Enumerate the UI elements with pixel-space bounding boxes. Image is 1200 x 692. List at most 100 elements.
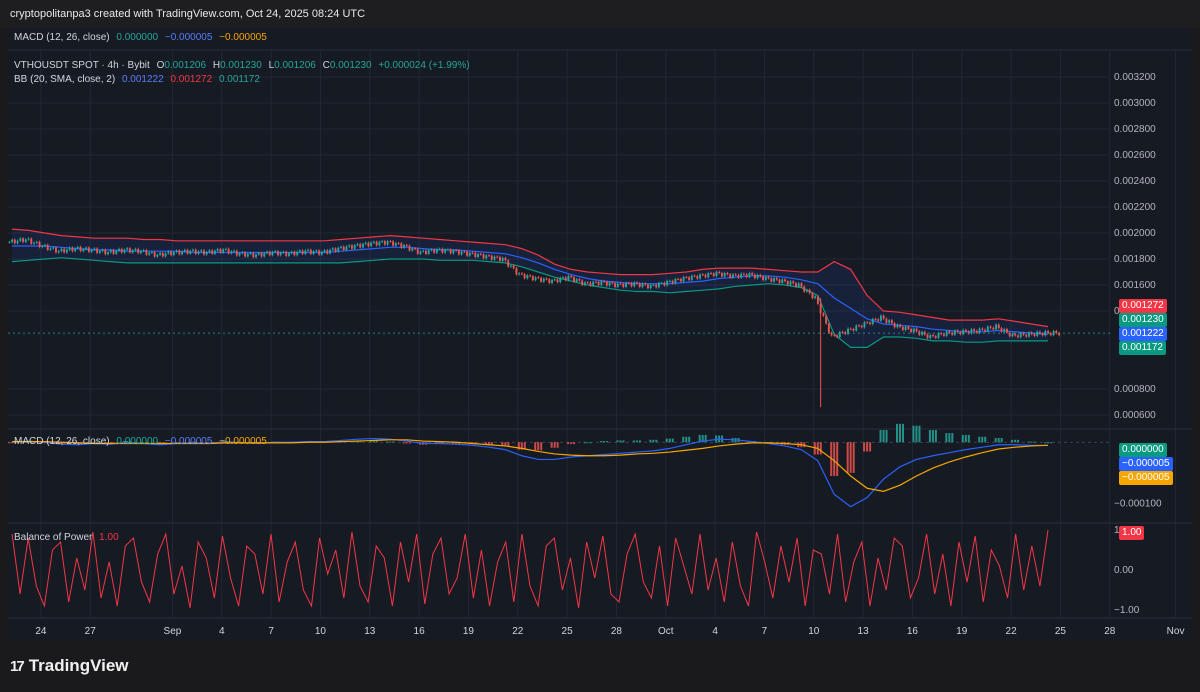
candle-body (975, 330, 978, 333)
macd-tag: 0.000000 (1119, 443, 1167, 457)
macd-histogram-bar (389, 441, 392, 443)
macd-histogram-bar (205, 442, 208, 444)
candle-body (956, 330, 959, 333)
macd-histogram-bar (671, 438, 674, 443)
footer (0, 640, 1200, 692)
candle-body (1058, 333, 1061, 336)
candle-body (268, 251, 271, 256)
macd-histogram-bar (458, 442, 460, 445)
chart-canvas[interactable]: 24 27 Sep 4 7 10 13 16 19 22 25 28 Oct 4 7 10 13 16 19 22 25… (8, 28, 1192, 640)
candle-body (427, 250, 430, 254)
macd-histogram-bar (1050, 442, 1052, 444)
macd-legend[interactable]: MACD (12, 26, close) 0.000000 −0.000005 … (14, 436, 271, 447)
candle-body (890, 320, 893, 324)
macd-histogram-bar (372, 440, 375, 443)
candle-body (789, 281, 792, 285)
candle-body (112, 250, 115, 254)
candle-body (208, 250, 211, 253)
candle-body (477, 254, 479, 258)
candle-body (255, 254, 257, 258)
macd-histogram-bar (191, 441, 194, 443)
macd-histogram-bar (994, 437, 997, 443)
candle-body (718, 271, 721, 274)
macd-histogram-bar (984, 436, 987, 443)
candle-body (844, 332, 847, 334)
macd-histogram-bar (632, 440, 635, 443)
macd-line-value: −0.000005 (164, 436, 213, 447)
candle-body (455, 250, 458, 252)
macd-hist-value: 0.000000 (116, 436, 159, 447)
candle-body (397, 243, 400, 245)
macd-histogram-bar (915, 425, 918, 443)
candle-body (852, 328, 855, 331)
candle-body (600, 281, 603, 285)
candle-body (392, 241, 395, 246)
candle-body (907, 326, 910, 329)
candle-body (460, 251, 463, 255)
candle-body (959, 332, 962, 335)
macd-histogram-bar (704, 434, 707, 443)
candle-body (148, 252, 151, 255)
candle-body (334, 248, 337, 252)
bop-legend[interactable]: Balance of Power 1.00 (14, 532, 123, 543)
candle-body (542, 278, 545, 282)
bop-legend-name: Balance of Power (14, 532, 93, 543)
candle-body (611, 282, 614, 284)
macd-histogram-bar (40, 442, 43, 444)
bb-legend[interactable]: BB (20, SMA, close, 2) 0.001222 0.001272… (14, 74, 264, 85)
candle-body (44, 244, 46, 246)
price-tag: 0.001230 (1119, 313, 1167, 327)
macd-histogram-bar (1044, 442, 1046, 444)
candle-body (874, 318, 877, 320)
candle-body (879, 315, 882, 321)
macd-histogram-bar (1014, 439, 1017, 443)
candle-body (951, 332, 954, 335)
low-label: L (268, 60, 275, 71)
candle-body (175, 250, 178, 253)
candle-body (22, 238, 25, 242)
candle-body (995, 324, 997, 330)
candle-body (170, 251, 173, 256)
x-tick-label: 28 (611, 626, 623, 637)
tradingview-logo[interactable]: 17 TradingView (10, 656, 129, 676)
candle-body (145, 250, 148, 255)
candle-body (49, 248, 52, 250)
candle-body (792, 281, 795, 284)
candle-body (531, 276, 534, 281)
x-tick-label: 28 (1104, 626, 1116, 637)
macd-histogram-bar (159, 442, 161, 444)
macd-histogram-bar (967, 434, 970, 443)
candle-body (260, 253, 263, 257)
candle-body (981, 328, 984, 330)
macd-histogram-bar (682, 436, 685, 443)
chart-panel[interactable]: 24 27 Sep 4 7 10 13 16 19 22 25 28 Oct 4 7 10 13 16 19 22 25… (8, 28, 1192, 640)
candle-body (570, 275, 573, 278)
candle-body (688, 277, 691, 280)
candle-body (860, 325, 863, 328)
macd-histogram-bar (96, 442, 99, 444)
macd-histogram-bar (570, 442, 573, 445)
candle-body (814, 296, 817, 299)
candle-body (263, 253, 266, 257)
macd-histogram-bar (896, 423, 898, 443)
candle-body (430, 249, 433, 251)
candle-body (1006, 329, 1008, 333)
price-legend[interactable]: VTHOUSDT SPOT · 4h · Bybit O0.001206 H0.… (14, 60, 474, 71)
macd-histogram-bar (635, 440, 638, 443)
candle-body (984, 329, 987, 332)
candle-body (1011, 333, 1014, 337)
candle-body (518, 273, 521, 275)
candle-body (523, 274, 526, 279)
candle-body (759, 274, 762, 277)
candle-body (164, 253, 167, 257)
price-tag: 0.001272 (1119, 299, 1167, 313)
candle-body (408, 245, 411, 251)
candle-body (441, 248, 444, 253)
top-macd-legend[interactable]: MACD (12, 26, close) 0.000000 −0.000005 … (14, 32, 271, 43)
candle-body (252, 253, 255, 258)
candle-body (123, 249, 126, 253)
x-tick-label: 7 (762, 626, 768, 637)
candle-body (274, 251, 277, 253)
candle-body (581, 280, 584, 285)
candle-body (71, 247, 74, 252)
